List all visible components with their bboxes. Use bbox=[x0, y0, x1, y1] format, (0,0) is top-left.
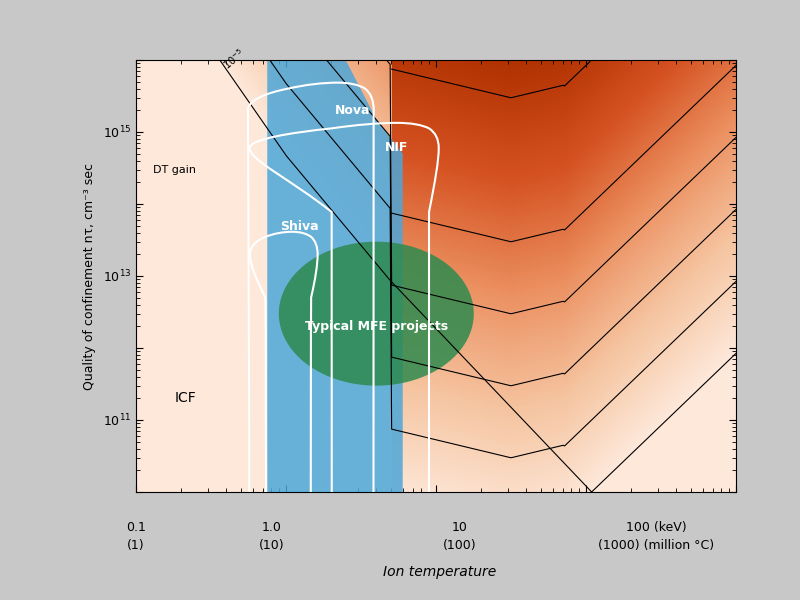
Text: Shiva: Shiva bbox=[281, 220, 319, 233]
Text: ICF: ICF bbox=[174, 391, 196, 406]
Text: Typical MFE projects: Typical MFE projects bbox=[305, 320, 448, 333]
Text: Ion temperature: Ion temperature bbox=[383, 565, 497, 579]
Text: 100 (keV): 100 (keV) bbox=[626, 521, 686, 534]
Y-axis label: Quality of confinement nτ, cm⁻³ sec: Quality of confinement nτ, cm⁻³ sec bbox=[82, 163, 96, 389]
Polygon shape bbox=[279, 242, 474, 386]
Text: 10: 10 bbox=[452, 521, 468, 534]
Polygon shape bbox=[267, 60, 402, 492]
Text: (10): (10) bbox=[259, 539, 285, 552]
Text: $10^{-5}$: $10^{-5}$ bbox=[220, 46, 248, 72]
Text: (1000) (million °C): (1000) (million °C) bbox=[598, 539, 714, 552]
Text: (1): (1) bbox=[127, 539, 145, 552]
Text: NIF: NIF bbox=[386, 142, 409, 154]
Text: (100): (100) bbox=[443, 539, 477, 552]
Text: 0.1: 0.1 bbox=[126, 521, 146, 534]
Text: Nova: Nova bbox=[335, 104, 371, 117]
Text: 1.0: 1.0 bbox=[262, 521, 282, 534]
Text: DT gain: DT gain bbox=[153, 164, 196, 175]
